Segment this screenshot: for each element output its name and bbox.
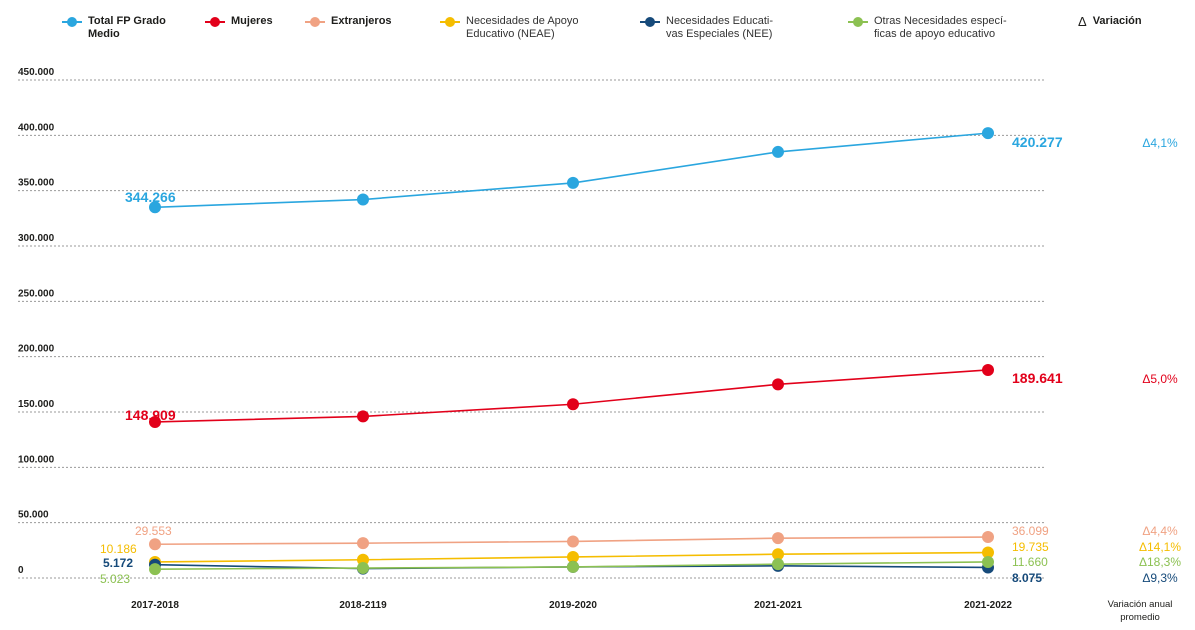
data-point-neae [567, 550, 579, 563]
data-point-extranjeros [357, 537, 369, 550]
legend-label-line: Mujeres [231, 15, 273, 27]
legend-swatch-nee [640, 17, 660, 27]
data-point-mujeres [982, 363, 994, 376]
x-tick-label: 2018-2119 [339, 600, 387, 611]
data-point-extranjeros [982, 531, 994, 544]
data-point-neae [357, 553, 369, 566]
avg-variation-header: Variación anual [1108, 599, 1173, 610]
legend-item-otras: Otras Necesidades especí-ficas de apoyo … [848, 15, 1007, 41]
x-tick-label: 2017-2018 [131, 600, 179, 611]
chart-legend: Total FP Grado Medio Mujeres Extranjeros Nec… [0, 0, 1195, 60]
legend-label-line: Total FP Grado [88, 15, 166, 27]
end-value-label-neae: 19.735 [1012, 540, 1049, 554]
data-point-extranjeros [149, 538, 161, 551]
data-point-total [357, 193, 369, 206]
legend-label-total: Total FP Grado Medio [88, 15, 166, 41]
variation-label-neae: Δ14,1% [1139, 540, 1181, 554]
legend-swatch-otras [848, 17, 868, 27]
y-tick-label: 100.000 [18, 454, 55, 465]
legend-label-line: Necesidades Educati- [666, 15, 774, 27]
x-tick-label: 2021-2022 [964, 600, 1012, 611]
data-point-extranjeros [772, 532, 784, 545]
legend-label-line: Extranjeros [331, 15, 392, 27]
end-value-label-otras: 11.660 [1012, 555, 1048, 569]
data-point-otras [567, 560, 579, 573]
x-tick-label: 2019-2020 [549, 600, 597, 611]
x-tick-label: 2021-2021 [754, 600, 802, 611]
start-value-label-total: 344.266 [125, 189, 176, 205]
data-point-total [149, 201, 161, 214]
legend-label-nee: Necesidades Educati-vas Especiales (NEE) [666, 15, 773, 41]
legend-label-neae: Necesidades de Apoyo Educativo (NEAE) [466, 15, 579, 41]
legend-label-extranjeros: Extranjeros [331, 15, 392, 28]
legend-swatch-total [62, 17, 82, 27]
data-point-otras [982, 555, 994, 568]
data-point-extranjeros [567, 535, 579, 548]
legend-label-line: Necesidades de Apoyo [466, 15, 579, 27]
legend-label-line: Otras Necesidades especí- [874, 15, 1007, 27]
legend-item-total: Total FP Grado Medio [62, 15, 166, 41]
legend-item-mujeres: Mujeres [205, 15, 273, 28]
y-tick-label: 200.000 [18, 344, 55, 355]
y-tick-label: 450.000 [18, 67, 55, 78]
legend-label-line: Educativo (NEAE) [466, 28, 555, 40]
end-value-label-total: 420.277 [1012, 134, 1063, 150]
y-tick-label: 150.000 [18, 399, 55, 410]
series-line-mujeres [154, 369, 989, 423]
data-point-total [772, 145, 784, 158]
series-line-total [154, 132, 989, 209]
end-value-label-extranjeros: 36.099 [1012, 524, 1049, 538]
y-tick-label: 350.000 [18, 178, 55, 189]
data-point-neae [982, 546, 994, 559]
legend-label-mujeres: Mujeres [231, 15, 273, 28]
data-point-mujeres [149, 415, 161, 428]
legend-label-line: ficas de apoyo educativo [874, 28, 996, 40]
y-tick-label: 250.000 [18, 288, 55, 299]
variation-label-mujeres: Δ5,0% [1142, 372, 1178, 386]
variation-label-extranjeros: Δ4,4% [1142, 524, 1178, 538]
data-point-otras [357, 562, 369, 575]
y-tick-label: 400.000 [18, 122, 55, 133]
end-value-label-mujeres: 189.641 [1012, 370, 1063, 386]
y-tick-label: 300.000 [18, 233, 55, 244]
start-value-label-nee: 5.172 [103, 556, 133, 570]
start-value-label-neae: 10.186 [100, 542, 137, 556]
data-point-mujeres [357, 410, 369, 423]
legend-label-line: vas Especiales (NEE) [666, 28, 773, 40]
legend-swatch-mujeres [205, 17, 225, 27]
y-tick-label: 50.000 [18, 510, 49, 521]
variation-label-nee: Δ9,3% [1142, 571, 1178, 585]
legend-item-neae: Necesidades de Apoyo Educativo (NEAE) [440, 15, 579, 41]
legend-swatch-neae [440, 17, 460, 27]
data-point-total [567, 176, 579, 189]
start-value-label-extranjeros: 29.553 [135, 524, 172, 538]
y-tick-label: 0 [18, 565, 24, 576]
start-value-label-otras: 5.023 [100, 572, 130, 586]
legend-swatch-extranjeros [305, 17, 325, 27]
variation-label-otras: Δ18,3% [1139, 555, 1181, 569]
legend-label-otras: Otras Necesidades especí-ficas de apoyo … [874, 15, 1007, 41]
data-point-mujeres [567, 398, 579, 411]
end-value-label-nee: 8.075 [1012, 571, 1042, 585]
data-point-neae [772, 548, 784, 561]
delta-symbol: Δ [1078, 14, 1087, 29]
legend-label-line: Medio [88, 28, 120, 40]
data-point-otras [772, 558, 784, 571]
start-value-label-mujeres: 148.909 [125, 407, 176, 423]
data-point-total [982, 127, 994, 140]
data-point-mujeres [772, 378, 784, 391]
legend-item-variation: Δ Variación [1078, 15, 1142, 28]
variation-label-total: Δ4,1% [1142, 136, 1178, 150]
avg-variation-header: promedio [1120, 612, 1160, 623]
legend-item-extranjeros: Extranjeros [305, 15, 392, 28]
data-point-otras [149, 563, 161, 576]
legend-label-variation: Variación [1092, 15, 1142, 27]
legend-item-nee: Necesidades Educati-vas Especiales (NEE) [640, 15, 773, 41]
